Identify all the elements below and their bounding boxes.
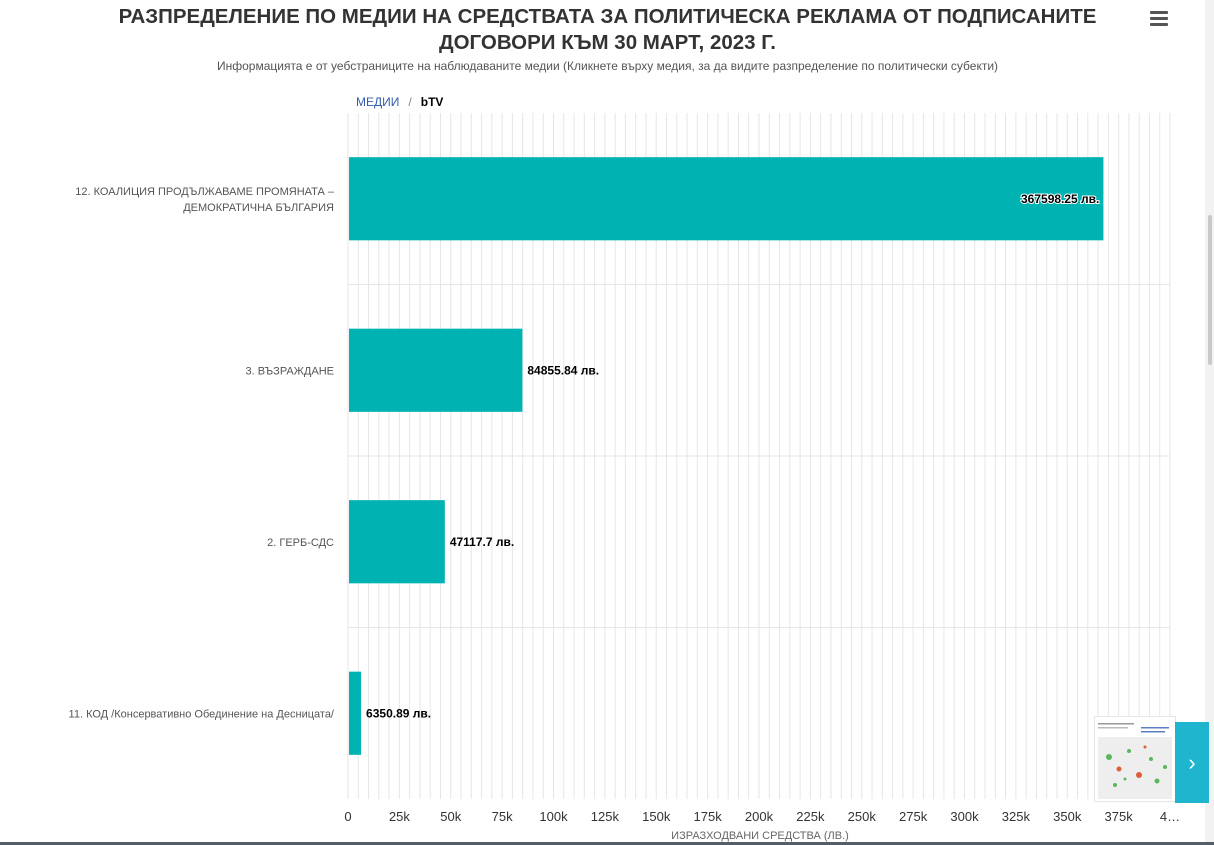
chevron-right-icon: ›: [1188, 749, 1196, 775]
x-tick-label-4: 100k: [539, 809, 568, 824]
x-tick-label-1: 25k: [389, 809, 410, 824]
x-tick-label-14: 350k: [1053, 809, 1082, 824]
data-label-3: 6350.89 лв.: [366, 706, 431, 720]
category-labels: 12. КОАЛИЦИЯ ПРОДЪЛЖАВАМЕ ПРОМЯНАТА – ДЕМ…: [69, 186, 335, 721]
x-tick-label-5: 125k: [591, 809, 620, 824]
x-tick-labels: 0 25k 50k 75k 100k 125k 150k 175k 200k 225k 250k 27…: [344, 809, 1180, 824]
bars: [349, 157, 1104, 755]
chart-title-line-2: ДОГОВОРИ КЪМ 30 МАРТ, 2023 Г.: [439, 31, 776, 54]
category-label-0[interactable]: 12. КОАЛИЦИЯ ПРОДЪЛЖАВАМЕ ПРОМЯНАТА – ДЕМ…: [75, 186, 335, 214]
breadcrumb-current: bTV: [420, 95, 444, 109]
x-axis-title: ИЗРАЗХОДВАНИ СРЕДСТВА (ЛВ.): [671, 830, 849, 842]
x-tick-label-16: 4…: [1160, 809, 1180, 824]
chart-subtitle: Информацията е от уебстраниците на наблю…: [216, 59, 999, 73]
bar-0[interactable]: [349, 157, 1104, 241]
category-label-2[interactable]: 2. ГЕРБ-СДС: [267, 537, 334, 549]
data-label-0: 367598.25 лв.: [1021, 192, 1099, 206]
x-tick-label-0: 0: [344, 809, 351, 824]
x-tick-label-2: 50k: [440, 809, 461, 824]
x-tick-label-7: 175k: [694, 809, 723, 824]
category-separators: [348, 284, 1170, 628]
map-preview-image: [1095, 717, 1175, 801]
next-button[interactable]: ›: [1175, 722, 1209, 803]
bottom-border: [0, 842, 1214, 845]
scrollbar-thumb[interactable]: [1208, 215, 1212, 365]
breadcrumb-separator: /: [408, 95, 412, 109]
x-tick-label-10: 250k: [848, 809, 877, 824]
x-tick-label-12: 300k: [950, 809, 979, 824]
scrollbar[interactable]: [1205, 0, 1214, 845]
chart-title: РАЗПРЕДЕЛЕНИЕ ПО МЕДИИ НА СРЕДСТВАТА ЗА …: [60, 4, 1155, 56]
data-label-2: 47117.7 лв.: [450, 535, 514, 549]
x-tick-label-13: 325k: [1002, 809, 1031, 824]
hamburger-icon[interactable]: [1150, 11, 1168, 27]
x-tick-label-6: 150k: [642, 809, 671, 824]
map-preview-thumbnail[interactable]: [1094, 716, 1176, 802]
breadcrumb-media-link[interactable]: МЕДИИ: [356, 95, 400, 109]
x-tick-label-9: 225k: [796, 809, 825, 824]
x-tick-label-15: 375k: [1105, 809, 1134, 824]
bar-1[interactable]: [349, 328, 523, 412]
bar-2[interactable]: [349, 500, 445, 584]
chart-title-line-1: РАЗПРЕДЕЛЕНИЕ ПО МЕДИИ НА СРЕДСТВАТА ЗА …: [118, 5, 1097, 28]
breadcrumb: МЕДИИ / bTV: [356, 95, 443, 109]
data-label-1: 84855.84 лв.: [527, 363, 599, 377]
category-label-1[interactable]: 3. ВЪЗРАЖДАНЕ: [246, 365, 334, 377]
category-label-3[interactable]: 11. КОД /Консервативно Обединение на Дес…: [69, 708, 335, 720]
x-tick-label-11: 275k: [899, 809, 928, 824]
bar-3[interactable]: [349, 671, 362, 755]
data-labels: 367598.25 лв. 84855.84 лв. 47117.7 лв. 6350…: [366, 191, 1100, 721]
x-tick-label-3: 75k: [492, 809, 513, 824]
x-tick-label-8: 200k: [745, 809, 774, 824]
